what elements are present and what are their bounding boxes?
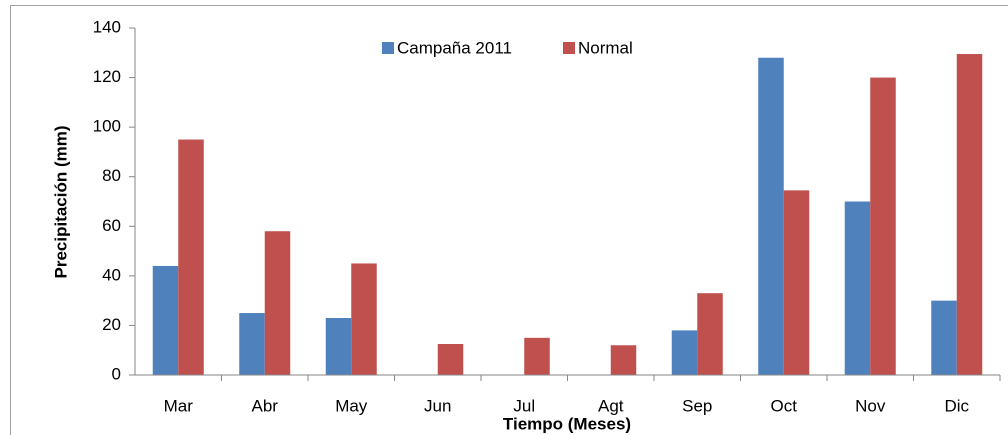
bar [783, 190, 810, 375]
legend-swatch [382, 42, 394, 54]
y-axis-label: Precipitación (mm) [51, 125, 70, 278]
x-tick-label: Jul [513, 396, 535, 415]
bar [931, 300, 957, 375]
y-tick-label: 0 [112, 364, 121, 383]
x-tick-label: Abr [252, 396, 279, 415]
y-tick-label: 120 [93, 67, 121, 86]
bar [351, 263, 377, 375]
y-tick-label: 140 [93, 17, 121, 36]
y-tick-label: 40 [102, 265, 121, 284]
x-tick-label: Dic [944, 396, 969, 415]
bar [870, 77, 896, 376]
x-tick-label: May [335, 396, 368, 415]
legend-swatch [563, 42, 575, 54]
bar [152, 265, 179, 375]
y-tick-label: 100 [93, 117, 121, 136]
legend: Campaña 2011 Normal [382, 38, 633, 57]
bar [697, 293, 723, 375]
x-axis-label: Tiempo (Meses) [503, 414, 631, 433]
bar [325, 317, 352, 375]
bar [524, 337, 550, 375]
x-tick-label: Jun [424, 396, 451, 415]
y-tick-label: 20 [102, 315, 121, 334]
bar [671, 330, 698, 375]
bar [264, 231, 291, 375]
bar [844, 201, 871, 375]
bar [610, 345, 637, 375]
bar [437, 344, 464, 375]
bar [239, 313, 265, 375]
y-tick-label: 80 [102, 166, 121, 185]
x-tick-label: Agt [598, 396, 624, 415]
chart-frame [10, 5, 1008, 435]
x-tick-label: Oct [771, 396, 798, 415]
x-tick-label: Sep [682, 396, 712, 415]
bar [956, 54, 983, 376]
legend-label: Campaña 2011 [397, 38, 512, 57]
y-tick-label: 60 [102, 216, 121, 235]
x-tick-label: Mar [164, 396, 194, 415]
bar [178, 139, 204, 375]
legend-label: Normal [578, 38, 633, 57]
x-tick-label: Nov [855, 396, 886, 415]
bar [758, 57, 784, 375]
